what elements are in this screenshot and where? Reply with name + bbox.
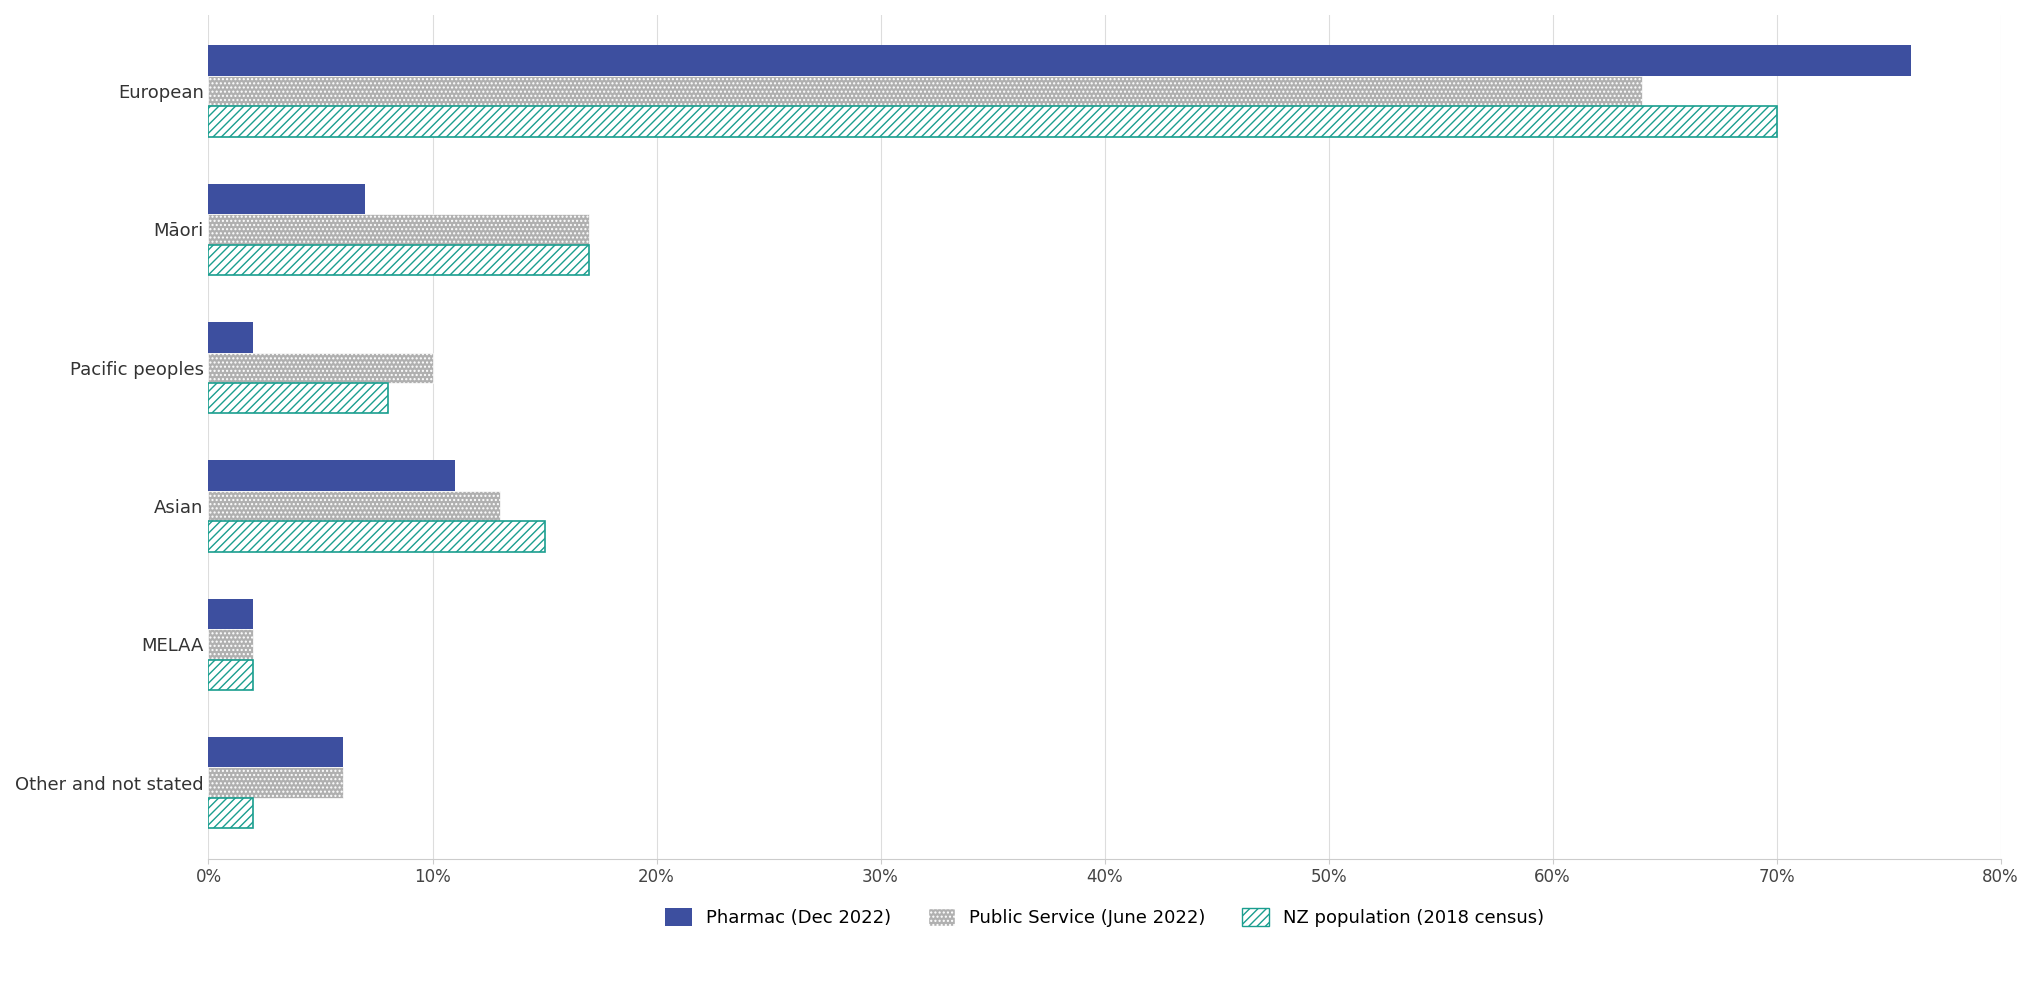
Bar [210, 353, 433, 383]
Bar [210, 183, 366, 214]
Bar [210, 383, 388, 414]
Bar [210, 659, 254, 690]
Bar [210, 599, 254, 629]
Bar [210, 737, 344, 768]
Bar [210, 244, 590, 275]
Legend: Pharmac (Dec 2022), Public Service (June 2022), NZ population (2018 census): Pharmac (Dec 2022), Public Service (June… [657, 901, 1552, 934]
Bar [210, 214, 590, 244]
Bar [210, 629, 254, 659]
Bar [210, 322, 254, 353]
Bar [210, 45, 1912, 76]
Bar [210, 798, 254, 829]
Bar [210, 76, 1641, 106]
Bar [210, 491, 500, 521]
Bar [210, 521, 545, 552]
Bar [210, 768, 344, 798]
Bar [210, 106, 1776, 136]
Bar [210, 460, 456, 491]
